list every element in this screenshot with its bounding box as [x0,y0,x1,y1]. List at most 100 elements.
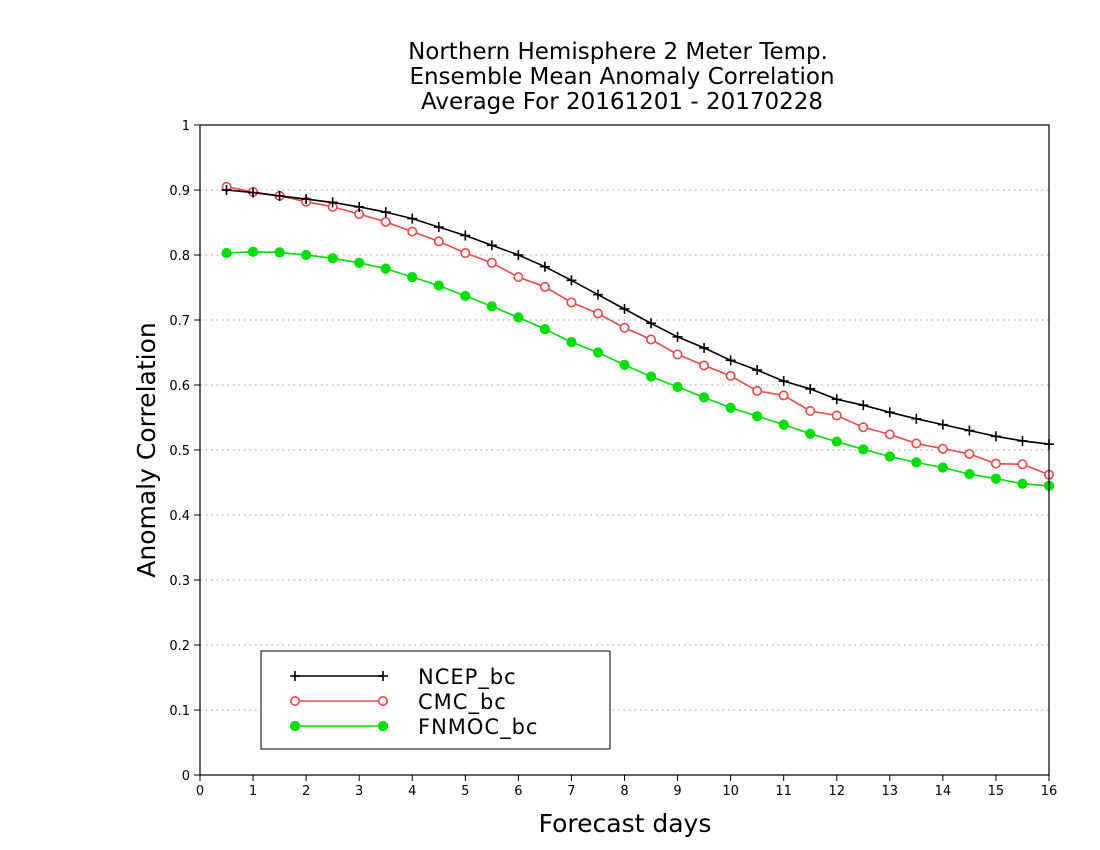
data-point [539,281,550,292]
legend-label-ncep: NCEP_bc [418,665,517,690]
data-series [221,181,1055,491]
series-line [226,186,1050,476]
data-point [964,468,975,480]
data-point [619,322,630,333]
x-tick-label: 16 [1041,784,1058,799]
data-point [831,410,842,421]
data-point [592,347,604,358]
data-point [274,247,285,258]
data-point [407,272,418,283]
legend-marks [289,671,389,732]
data-point [990,473,1002,484]
data-point [539,324,551,335]
data-point [380,263,391,274]
x-tick-label: 7 [567,784,575,799]
y-tick-label: 0.8 [169,249,190,264]
data-point [725,402,736,413]
chart-title: Northern Hemisphere 2 Meter Temp. Ensemb… [408,39,834,115]
x-tick-label: 9 [673,784,681,799]
y-tick-label: 0.5 [169,444,190,459]
data-point [937,443,948,454]
legend-label-cmc: CMC_bc [418,690,507,715]
x-tick-label: 11 [775,784,792,799]
data-point [460,290,471,302]
data-point [619,359,630,370]
data-point [698,392,710,403]
data-point [380,216,391,227]
grid-lines [200,189,1049,711]
data-point [486,301,497,312]
axes: 00.10.20.30.40.50.60.70.80.910 1 2 3 4 5 6 7 8 9 1… [169,119,1057,799]
data-point [566,337,577,348]
data-point [486,257,497,268]
y-tick-label: 0.4 [169,509,190,524]
data-point [1017,459,1028,470]
data-point [858,422,869,433]
x-tick-label: 14 [935,784,952,799]
series-CMC_bc [221,181,1055,480]
x-tick-label: 5 [461,784,469,799]
data-point [672,349,683,360]
y-tick-label: 0 [182,769,190,784]
legend-marker [377,720,389,732]
data-point [327,253,338,264]
data-point [566,297,577,308]
legend-marker [377,695,388,706]
series-line [226,189,1050,445]
data-point [247,246,259,257]
legend-sample-FNMOC_bc [289,720,389,732]
data-point [990,458,1001,469]
x-tick-label: 12 [828,784,845,799]
data-point [805,428,816,439]
legend-box [260,650,611,750]
x-tick-label: 1 [249,784,257,799]
y-tick-label: 0.2 [169,639,190,654]
x-tick-label: 15 [988,784,1005,799]
series-line [226,250,1050,487]
data-point [911,457,922,468]
title-line-3: Average For 20161201 - 20170228 [421,89,823,115]
x-tick-label: 8 [620,784,628,799]
plot-frame [199,124,1050,776]
data-point [301,249,312,261]
x-tick-label: 2 [302,784,310,799]
data-point [937,462,948,473]
x-tick-label: 0 [196,784,204,799]
y-tick-label: 0.9 [169,184,190,199]
data-point [884,451,895,462]
y-tick-label: 0.7 [169,314,190,329]
data-point [1017,478,1028,489]
legend-sample-CMC_bc [289,695,388,706]
data-point [752,411,763,422]
title-line-1: Northern Hemisphere 2 Meter Temp. [408,39,828,65]
x-tick-label: 6 [514,784,522,799]
data-point [778,419,789,430]
data-point [884,429,895,440]
data-point [672,381,683,393]
data-point [433,280,444,291]
x-tick-label: 3 [355,784,363,799]
x-tick-label: 4 [408,784,416,799]
data-point [858,444,869,455]
data-point [964,448,975,459]
data-point [221,247,232,259]
data-point [646,334,657,345]
series-NCEP_bc [221,185,1054,450]
data-point [778,390,789,401]
data-point [645,371,657,382]
data-point [513,272,524,283]
series-FNMOC_bc [221,246,1055,491]
data-point [460,248,471,259]
legend: NCEP_bc CMC_bc FNMOC_bc [260,650,611,750]
legend-sample-NCEP_bc [290,671,388,681]
data-point [407,226,418,237]
title-line-2: Ensemble Mean Anomaly Correlation [409,64,834,90]
y-tick-label: 0.6 [169,379,190,394]
legend-marker [289,720,301,732]
data-point [752,385,763,396]
data-point [805,405,816,416]
x-tick-label: 10 [722,784,739,799]
data-point [513,312,524,323]
data-point [354,257,365,268]
data-point [592,308,603,319]
